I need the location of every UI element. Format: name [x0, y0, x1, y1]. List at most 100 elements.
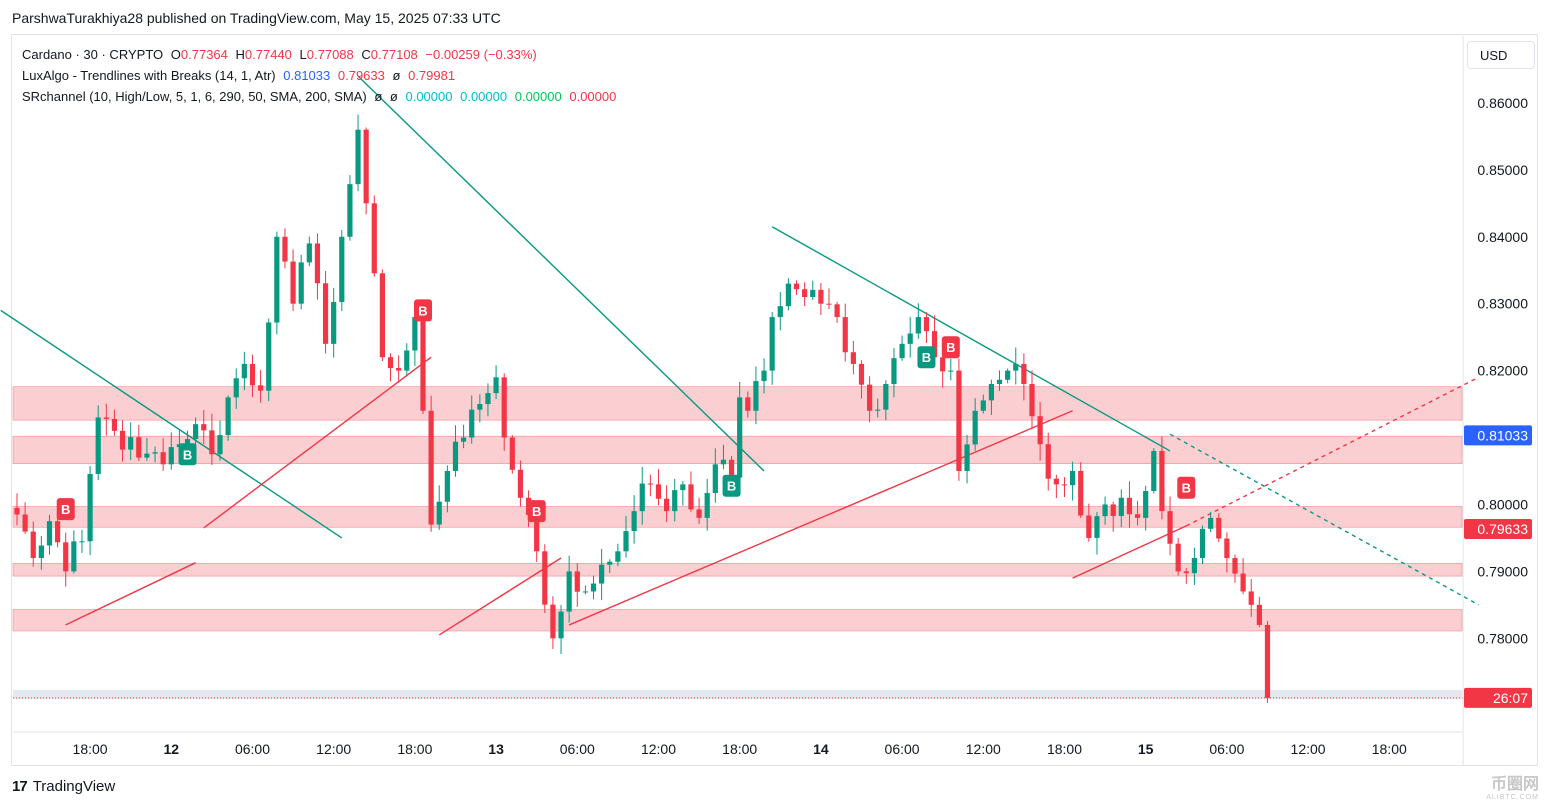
indicator-2-symbol-2: ø	[389, 89, 398, 104]
candle-body	[1086, 515, 1092, 538]
candle-body	[1053, 478, 1059, 485]
candle	[501, 373, 507, 451]
candle-body	[217, 435, 223, 455]
trendline-up	[65, 562, 196, 626]
candle	[363, 127, 369, 215]
candle-body	[152, 452, 158, 454]
candle	[875, 398, 881, 418]
candle	[761, 358, 767, 394]
price-tick-label: 0.86000	[1477, 95, 1528, 111]
price-label-text: 0.81033	[1477, 427, 1528, 443]
candle-body	[1191, 558, 1197, 574]
candle	[79, 529, 85, 553]
candle	[290, 249, 296, 311]
candle	[136, 424, 142, 461]
candle	[14, 493, 20, 526]
candle	[818, 283, 824, 315]
break-badge: B	[1177, 476, 1196, 499]
candle-body	[688, 484, 694, 510]
price-tick-label: 0.83000	[1477, 296, 1528, 312]
indicator-1-name[interactable]: LuxAlgo - Trendlines with Breaks (14, 1,…	[22, 68, 276, 83]
price-label: 0.79633	[1464, 519, 1532, 540]
candle	[168, 432, 174, 470]
candle	[404, 343, 410, 376]
high-value: 0.77440	[244, 47, 292, 62]
candle-body	[1134, 514, 1141, 518]
watermark: 币圈网 ALIBTC.COM	[1486, 770, 1539, 801]
break-badge-bg	[527, 500, 546, 523]
candle	[777, 292, 783, 331]
indicator-1-value-4: 0.79981	[408, 68, 456, 83]
candle	[517, 460, 524, 507]
candle-body	[1013, 363, 1019, 371]
indicator-2-name[interactable]: SRchannel (10, High/Low, 5, 1, 6, 290, 5…	[22, 89, 367, 104]
candle	[737, 381, 743, 492]
footer-brand[interactable]: 17 TradingView	[12, 778, 115, 795]
candle-body	[883, 384, 889, 410]
candle-body	[1021, 363, 1027, 384]
candle-body	[842, 317, 848, 353]
candle	[1078, 462, 1084, 519]
candle	[469, 395, 475, 444]
candle-body	[802, 289, 808, 297]
candle-body	[63, 542, 69, 572]
candle	[639, 466, 645, 525]
candle-body	[339, 236, 345, 303]
candle-body	[607, 561, 613, 565]
candle	[452, 425, 459, 477]
candle-body	[1078, 471, 1084, 516]
candle-body	[193, 424, 199, 440]
candle-body	[371, 203, 377, 274]
candle	[209, 413, 215, 465]
break-badge-bg	[917, 346, 936, 369]
candle-body	[915, 317, 921, 334]
symbol-label[interactable]: Cardano · 30 · CRYPTO	[22, 47, 164, 62]
break-badge-label: B	[727, 479, 736, 494]
candle-body	[436, 501, 442, 525]
candle	[1070, 461, 1076, 501]
candle-body	[103, 417, 109, 419]
candle-body	[558, 611, 564, 639]
candle-body	[322, 283, 329, 344]
candle	[858, 360, 865, 399]
price-tick-label: 0.80000	[1477, 496, 1528, 512]
trendline-up	[1072, 525, 1187, 579]
candle-body	[785, 283, 791, 307]
currency-button[interactable]: USD	[1467, 41, 1535, 69]
candle	[1134, 500, 1141, 526]
candle	[1118, 489, 1124, 528]
candle	[22, 502, 28, 534]
candle-body	[298, 262, 304, 304]
break-badge-bg	[941, 336, 960, 359]
candle-body	[14, 507, 20, 515]
candles	[14, 114, 1271, 703]
candle	[972, 398, 978, 451]
candle	[1151, 448, 1157, 494]
candle	[282, 228, 288, 269]
candle-body	[550, 604, 556, 639]
trendline-down	[357, 75, 765, 472]
candle-body	[590, 583, 597, 592]
time-tick-label: 12	[163, 741, 179, 757]
candle	[1037, 401, 1043, 461]
open-label: O0.77364	[170, 47, 228, 62]
break-badge: B	[527, 500, 546, 523]
trendline-up	[438, 557, 562, 636]
chart-frame[interactable]	[11, 34, 1538, 766]
candle	[87, 466, 93, 556]
candle-body	[1224, 538, 1230, 558]
price-tick-label: 0.84000	[1477, 229, 1528, 245]
time-tick-label: 18:00	[1047, 741, 1082, 757]
candle-body	[1005, 370, 1011, 380]
candle	[38, 535, 44, 570]
time-tick-label: 12:00	[641, 741, 676, 757]
candle-body	[834, 304, 840, 318]
candle-body	[972, 410, 978, 445]
candle-body	[1199, 528, 1206, 558]
candle	[1126, 481, 1133, 528]
candle	[436, 485, 442, 530]
candle	[915, 303, 921, 339]
candle	[590, 575, 597, 600]
candle-body	[793, 283, 800, 290]
